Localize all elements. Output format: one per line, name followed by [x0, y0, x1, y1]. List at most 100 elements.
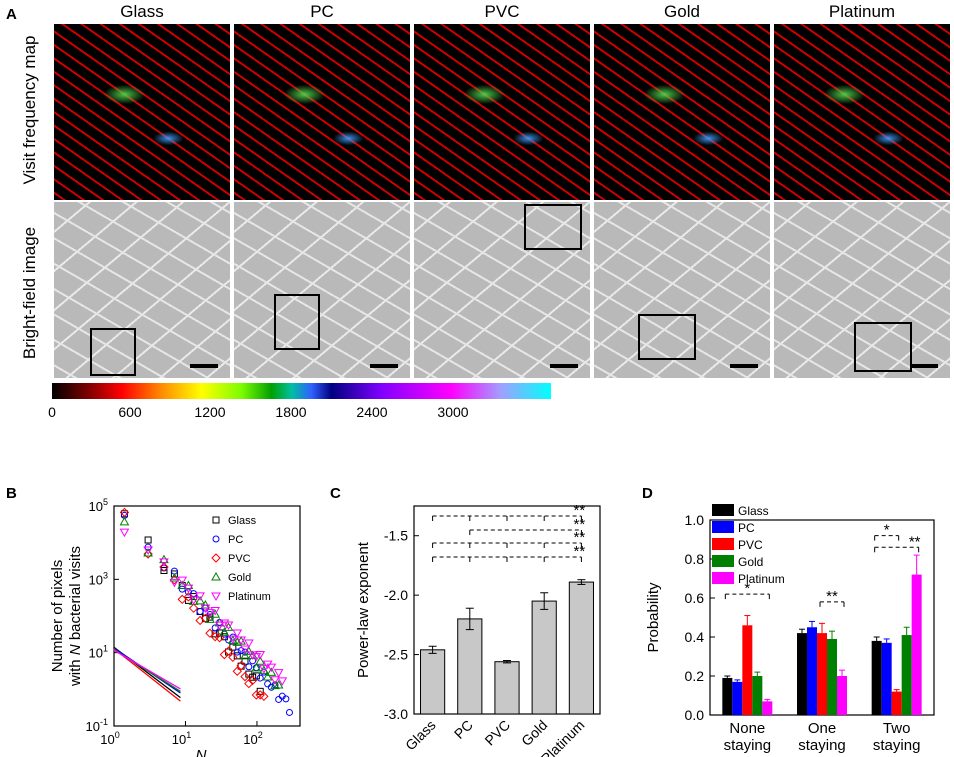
bright-field-image-pc: [234, 202, 410, 378]
data-point: [232, 629, 243, 638]
legend-label-pvc: PVC: [738, 538, 763, 552]
data-point: [210, 606, 221, 616]
legend-label-gold: Gold: [738, 555, 763, 569]
bar-glass: [871, 640, 882, 715]
legend-label-platinum: Platinum: [228, 591, 271, 603]
data-point: [277, 677, 288, 686]
data-point: [159, 558, 169, 567]
data-point: [160, 566, 168, 574]
data-point: [245, 663, 253, 671]
colorbar-tick-label: 1800: [275, 404, 307, 420]
y-axis-label-line1: Number of pixels: [49, 560, 66, 673]
data-point: [232, 666, 242, 676]
data-point: [251, 690, 262, 700]
data-point: [211, 624, 219, 632]
data-point: [219, 619, 230, 629]
legend-label-glass: Glass: [228, 515, 257, 527]
bright-field-image-glass: [54, 202, 230, 378]
data-point: [210, 609, 221, 618]
legend-swatch-pvc: [712, 538, 734, 550]
significance-bracket: [432, 542, 582, 548]
y-axis-label: Power-law exponent: [355, 541, 372, 678]
bar-glass: [797, 633, 807, 715]
x-tick-label: PC: [451, 717, 476, 742]
data-point: [262, 672, 273, 681]
data-point: [212, 516, 220, 524]
data-point: [240, 645, 250, 655]
data-point: [267, 683, 275, 691]
data-point: [177, 576, 188, 586]
colorbar-tick-label: 2400: [356, 404, 388, 420]
bar-platinum: [762, 701, 773, 715]
y-tick-label: 103: [89, 570, 108, 587]
x-tick-label: Platinum: [538, 717, 588, 757]
x-axis-label: N: [196, 747, 207, 757]
data-point: [243, 646, 254, 655]
scale-bar: [550, 364, 578, 368]
data-point: [228, 652, 238, 663]
bar-pc: [732, 681, 743, 715]
visit-frequency-map-pc: [234, 24, 410, 200]
significance-bracket: [724, 593, 770, 600]
data-point: [205, 628, 215, 638]
visit-frequency-map-gold: [594, 24, 770, 200]
data-point: [169, 572, 180, 582]
y-tick-label: -2.5: [384, 647, 408, 663]
chart-b-scatter: 10-1 101 103 105 100 101 102 N Number of pixels w…: [49, 497, 301, 757]
data-point: [240, 671, 250, 682]
data-point: [255, 656, 266, 665]
significance-label: **: [574, 529, 586, 546]
data-point: [240, 650, 250, 660]
bar-pvc: [817, 633, 827, 715]
data-point: [266, 667, 277, 676]
legend-swatch-glass: [712, 504, 734, 516]
data-point: [247, 651, 258, 660]
significance-label: **: [909, 533, 921, 550]
x-tick-label: 102: [243, 730, 262, 747]
column-title-glass: Glass: [120, 2, 164, 21]
panel-label-a: A: [6, 6, 17, 23]
bar-pvc: [891, 691, 902, 715]
panel-label-b: B: [6, 485, 17, 502]
data-point: [170, 570, 178, 578]
legend-swatch-platinum: [712, 572, 734, 584]
colorbar-tick-label: 0: [48, 404, 56, 420]
visit-frequency-map-platinum: [774, 24, 950, 200]
bar-platinum: [911, 574, 922, 715]
inset-box: [854, 322, 912, 372]
y-tick-label: 0.2: [685, 668, 705, 684]
colorbar-tick-label: 1200: [194, 404, 226, 420]
x-tick-label: 100: [100, 730, 119, 747]
column-title-pc: PC: [310, 2, 334, 21]
data-point: [285, 708, 293, 716]
inset-box: [638, 314, 696, 360]
visit-frequency-map-glass: [54, 24, 230, 200]
y-tick-label: 1.0: [685, 512, 705, 528]
data-point: [214, 621, 225, 631]
legend-label-glass: Glass: [738, 504, 769, 518]
legend-label-pc: PC: [228, 534, 243, 546]
data-point: [251, 653, 262, 662]
significance-bracket: [469, 529, 582, 535]
bar-platinum: [837, 676, 847, 715]
data-point: [119, 507, 130, 518]
data-point: [183, 592, 194, 602]
y-tick-label: 0.4: [685, 629, 705, 645]
data-point: [273, 679, 284, 689]
data-point: [252, 672, 260, 680]
bar-gold: [901, 635, 912, 715]
x-tick-label: Glass: [402, 717, 439, 754]
data-point: [273, 669, 284, 678]
colorbar-tick-label: 3000: [437, 404, 469, 420]
significance-label: **: [574, 516, 586, 533]
bar-glass: [722, 677, 733, 715]
y-tick-label: 10-1: [86, 717, 108, 734]
data-point: [195, 595, 205, 605]
column-title-gold: Gold: [664, 2, 700, 21]
data-point: [159, 562, 169, 572]
y-tick-label: 101: [89, 644, 108, 661]
legend-label-platinum: Platinum: [738, 572, 785, 586]
series-gold: [119, 516, 284, 690]
data-point: [214, 632, 225, 643]
data-point: [282, 695, 290, 703]
